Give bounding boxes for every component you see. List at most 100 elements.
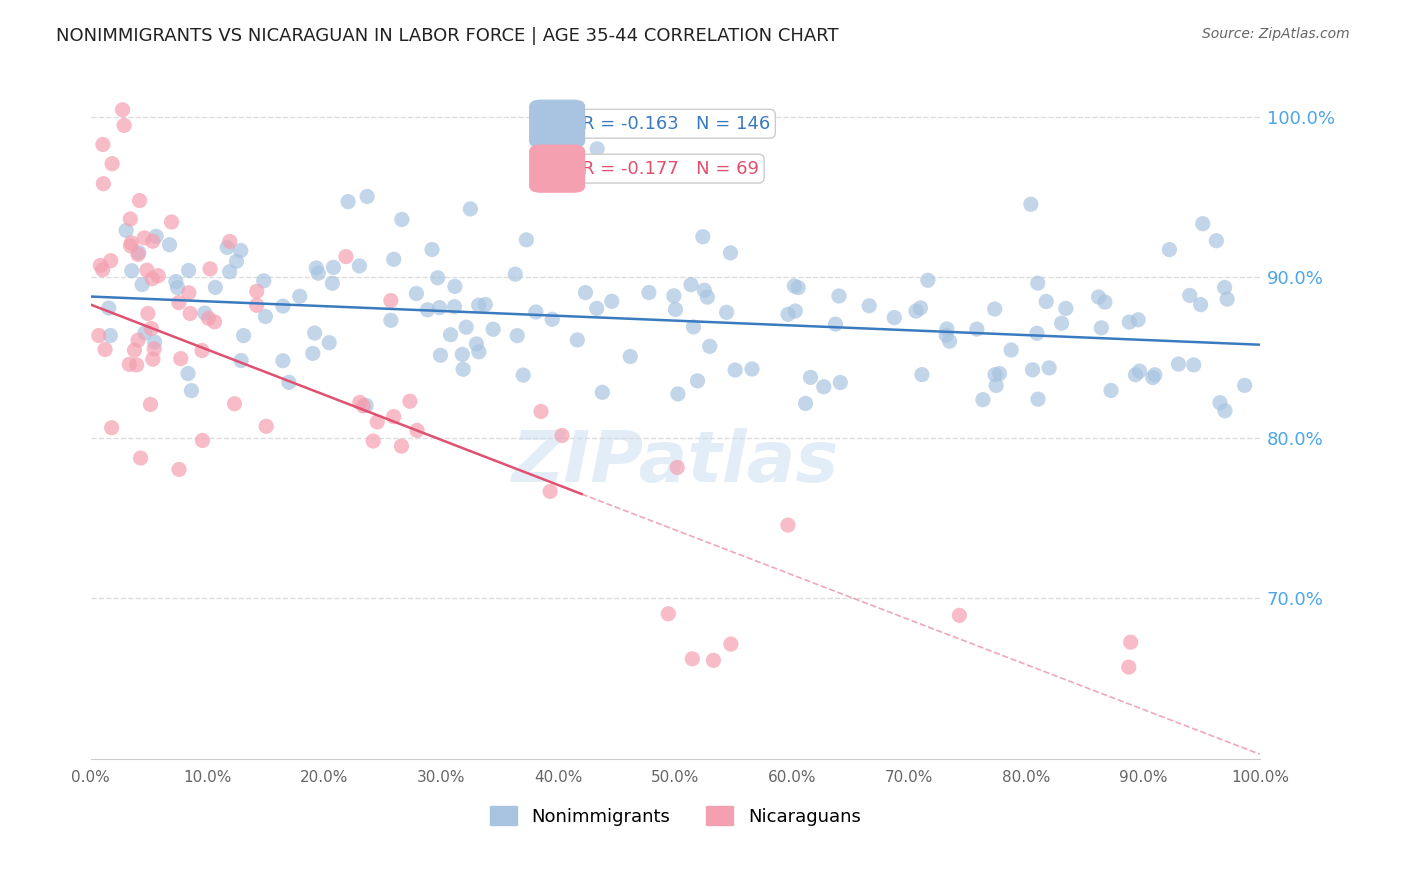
Nicaraguans	[94, 343, 117, 357]
Nonimmigrants	[1191, 217, 1213, 231]
Nicaraguans	[93, 177, 115, 191]
Nonimmigrants	[349, 259, 371, 273]
Text: ZIPatlas: ZIPatlas	[512, 427, 839, 497]
Nonimmigrants	[905, 304, 928, 318]
Nonimmigrants	[1038, 360, 1060, 375]
Nicaraguans	[91, 137, 114, 152]
Nonimmigrants	[277, 376, 299, 390]
Nonimmigrants	[716, 305, 738, 319]
Nicaraguans	[361, 434, 384, 448]
Nonimmigrants	[159, 237, 181, 252]
Nicaraguans	[352, 399, 374, 413]
Nicaraguans	[111, 103, 134, 117]
Nonimmigrants	[911, 368, 934, 382]
Nicaraguans	[120, 235, 142, 250]
FancyBboxPatch shape	[529, 100, 585, 148]
Nicaraguans	[136, 306, 159, 320]
Nonimmigrants	[541, 312, 564, 326]
Nonimmigrants	[574, 285, 596, 300]
Nonimmigrants	[456, 320, 478, 334]
Nonimmigrants	[1000, 343, 1022, 357]
Nicaraguans	[142, 234, 165, 248]
Nonimmigrants	[830, 376, 852, 390]
Nonimmigrants	[783, 279, 806, 293]
Nonimmigrants	[145, 229, 167, 244]
Nonimmigrants	[232, 328, 254, 343]
Nicaraguans	[399, 394, 422, 409]
Nonimmigrants	[692, 229, 714, 244]
Nonimmigrants	[321, 277, 343, 291]
Nonimmigrants	[741, 362, 763, 376]
Nonimmigrants	[474, 297, 496, 311]
Nicaraguans	[101, 157, 124, 171]
Nonimmigrants	[910, 301, 932, 315]
Nonimmigrants	[443, 300, 465, 314]
Nicaraguans	[139, 397, 162, 411]
Nonimmigrants	[467, 298, 489, 312]
Nicaraguans	[127, 247, 149, 261]
Nicaraguans	[720, 637, 742, 651]
Nicaraguans	[382, 409, 405, 424]
Nonimmigrants	[97, 301, 120, 315]
Nonimmigrants	[271, 299, 294, 313]
Nonimmigrants	[305, 260, 328, 275]
Nonimmigrants	[180, 384, 202, 398]
Nonimmigrants	[134, 326, 156, 340]
Nonimmigrants	[429, 348, 451, 362]
Nonimmigrants	[254, 310, 277, 324]
Nicaraguans	[198, 261, 221, 276]
Nonimmigrants	[693, 283, 716, 297]
Nonimmigrants	[1125, 368, 1147, 382]
Nicaraguans	[177, 285, 200, 300]
Nonimmigrants	[1090, 321, 1112, 335]
Nicaraguans	[224, 397, 246, 411]
Nonimmigrants	[1159, 243, 1181, 257]
Nicaraguans	[125, 358, 148, 372]
Nonimmigrants	[858, 299, 880, 313]
Nonimmigrants	[468, 344, 491, 359]
Nicaraguans	[551, 428, 574, 442]
Nicaraguans	[335, 250, 357, 264]
Nonimmigrants	[776, 307, 799, 321]
Nicaraguans	[118, 357, 141, 371]
Nicaraguans	[197, 311, 219, 326]
Legend: Nonimmigrants, Nicaraguans: Nonimmigrants, Nicaraguans	[482, 799, 868, 833]
Text: NONIMMIGRANTS VS NICARAGUAN IN LABOR FORCE | AGE 35-44 CORRELATION CHART: NONIMMIGRANTS VS NICARAGUAN IN LABOR FOR…	[56, 27, 839, 45]
Nicaraguans	[179, 306, 201, 320]
Nonimmigrants	[824, 317, 846, 331]
Nicaraguans	[191, 343, 214, 358]
Nicaraguans	[134, 231, 156, 245]
Nicaraguans	[254, 419, 277, 434]
Nonimmigrants	[1205, 234, 1227, 248]
Nonimmigrants	[1216, 292, 1239, 306]
Nonimmigrants	[177, 263, 200, 277]
Nonimmigrants	[1026, 326, 1049, 341]
Nonimmigrants	[666, 387, 689, 401]
Nicaraguans	[530, 404, 553, 418]
Nonimmigrants	[98, 328, 121, 343]
Nicaraguans	[120, 239, 142, 253]
Nonimmigrants	[1182, 358, 1205, 372]
Nonimmigrants	[1126, 313, 1149, 327]
Nonimmigrants	[813, 380, 835, 394]
Nicaraguans	[681, 652, 703, 666]
Text: Source: ZipAtlas.com: Source: ZipAtlas.com	[1202, 27, 1350, 41]
Nonimmigrants	[787, 280, 810, 294]
Nonimmigrants	[131, 277, 153, 292]
Nonimmigrants	[1209, 395, 1232, 409]
Nonimmigrants	[217, 240, 239, 254]
Nonimmigrants	[218, 265, 240, 279]
Nonimmigrants	[696, 290, 718, 304]
Nonimmigrants	[115, 223, 138, 237]
Nicaraguans	[91, 262, 114, 277]
Nonimmigrants	[1026, 276, 1049, 290]
Nicaraguans	[142, 352, 165, 367]
Nonimmigrants	[983, 301, 1005, 316]
Nicaraguans	[167, 462, 190, 476]
Nicaraguans	[366, 415, 388, 429]
Nicaraguans	[170, 351, 193, 366]
Nonimmigrants	[451, 362, 474, 376]
Nonimmigrants	[503, 267, 526, 281]
Nonimmigrants	[460, 202, 482, 216]
Nonimmigrants	[794, 396, 817, 410]
